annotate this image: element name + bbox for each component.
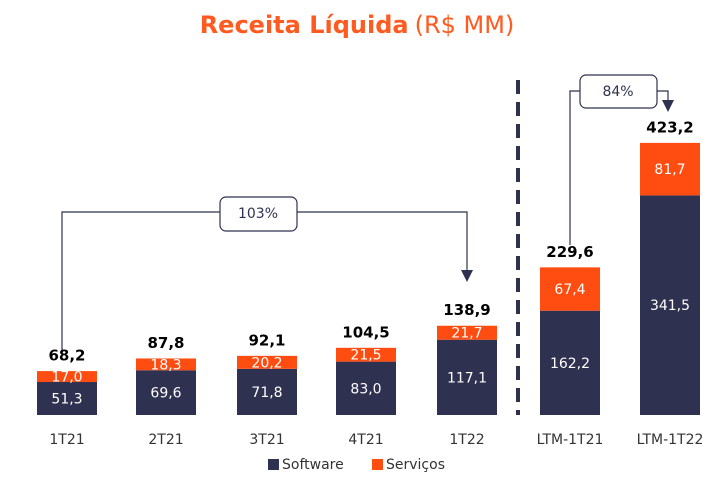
data-label: 83,0 — [350, 381, 381, 397]
legend-swatch — [372, 459, 383, 470]
data-label: 51,3 — [51, 392, 82, 408]
bar-segment — [37, 382, 97, 415]
total-label: 229,6 — [546, 243, 593, 261]
bar-segment — [237, 368, 297, 415]
bar-segment — [437, 325, 497, 340]
data-label: 162,2 — [550, 356, 590, 372]
x-tick-label: LTM-1T21 — [537, 432, 604, 448]
total-label: 104,5 — [342, 323, 389, 341]
data-label: 71,8 — [251, 385, 282, 401]
x-tick-label: 1T21 — [49, 432, 84, 448]
bar-segment — [437, 339, 497, 415]
total-label: 92,1 — [248, 331, 285, 349]
bar-segment — [640, 142, 700, 196]
x-tick-label: LTM-1T22 — [637, 432, 704, 448]
bar-segment — [136, 358, 196, 371]
annotation-box — [579, 74, 658, 109]
data-label: 20,2 — [251, 355, 282, 371]
total-label: 138,9 — [443, 301, 490, 319]
data-label: 341,5 — [650, 298, 690, 314]
x-tick-label: 3T21 — [249, 432, 284, 448]
data-label: 18,3 — [150, 357, 181, 373]
bar-segment — [336, 361, 396, 415]
bar-segment — [540, 310, 600, 415]
bar-segment — [540, 267, 600, 311]
arrow — [662, 100, 674, 112]
annotation: 84% — [602, 84, 633, 100]
data-label: 81,7 — [654, 162, 685, 178]
bar-segment — [237, 355, 297, 369]
arrow — [461, 270, 473, 282]
bar-segment — [640, 195, 700, 415]
x-tick-label: 4T21 — [348, 432, 383, 448]
data-label: 67,4 — [554, 282, 585, 298]
legend-label: Serviços — [386, 457, 445, 473]
data-label: 117,1 — [447, 370, 487, 386]
chart-title: Receita Líquida (R$ MM) — [200, 11, 515, 39]
total-label: 423,2 — [646, 118, 693, 136]
annotation: 103% — [238, 206, 278, 222]
data-label: 21,7 — [451, 326, 482, 342]
bar-segment — [37, 371, 97, 383]
data-label: 69,6 — [150, 386, 181, 402]
annotation-box — [219, 196, 298, 232]
data-label: 17,0 — [51, 370, 82, 386]
bar-segment — [336, 347, 396, 362]
legend-label: Software — [282, 457, 344, 473]
x-tick-label: 2T21 — [148, 432, 183, 448]
total-label: 87,8 — [147, 334, 184, 352]
legend-swatch — [268, 459, 279, 470]
total-label: 68,2 — [48, 347, 85, 365]
x-tick-label: 1T22 — [449, 432, 484, 448]
title-main: Receita Líquida — [200, 11, 409, 39]
bar-segment — [136, 370, 196, 415]
title-unit: (R$ MM) — [415, 11, 515, 39]
data-label: 21,5 — [350, 348, 381, 364]
